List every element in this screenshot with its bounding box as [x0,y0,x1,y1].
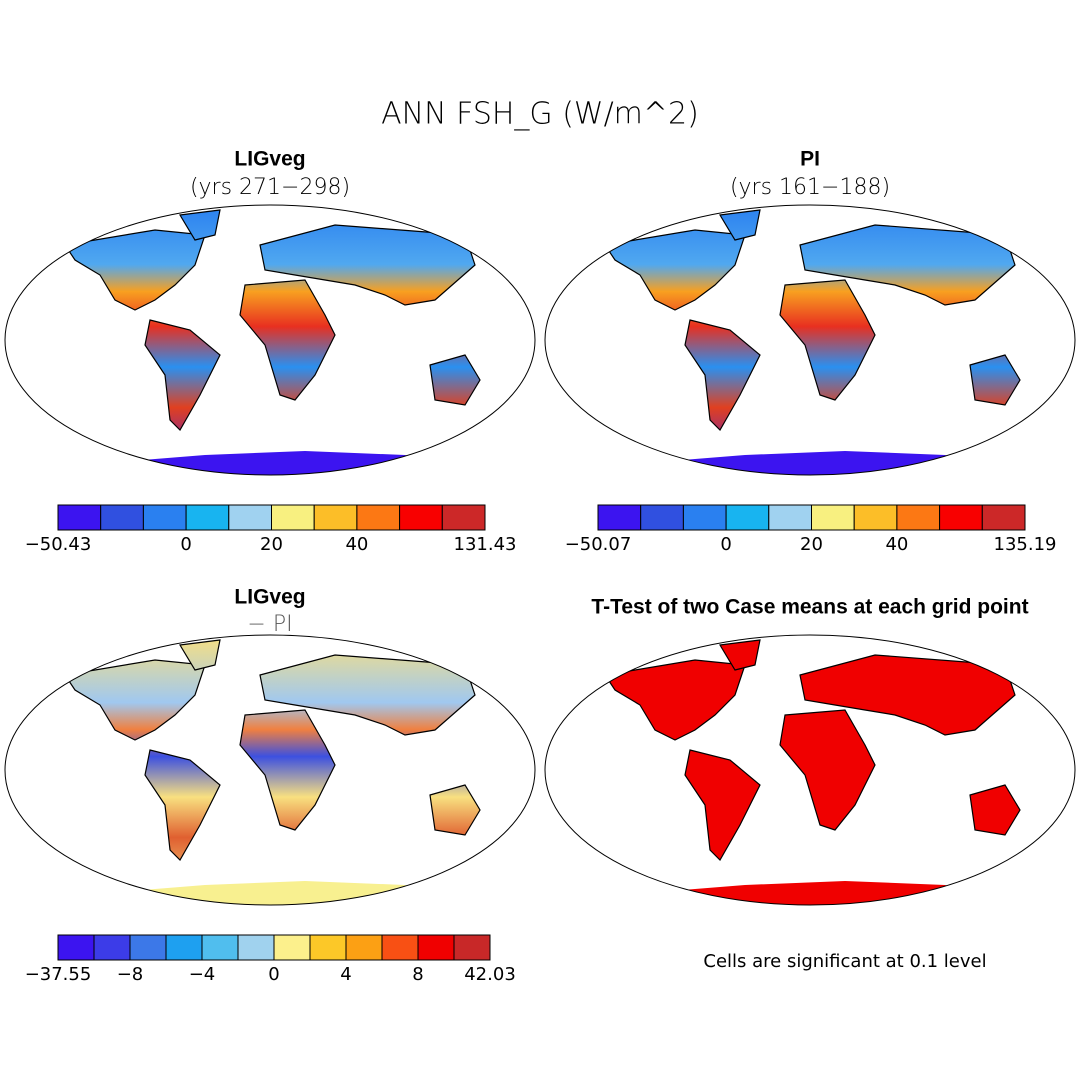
colorbar-label: 42.03 [464,964,516,985]
colorbar-box [142,504,187,531]
panel-subtitle: − PI [247,612,292,637]
panel-subtitle: (yrs 161−188) [730,175,890,200]
colorbar-label: 131.43 [454,534,517,555]
colorbar-box [811,504,855,531]
colorbar-label: −37.55 [25,964,92,985]
colorbar-box [381,934,419,961]
colorbar-label: 20 [260,534,283,555]
colorbar-box [273,934,311,961]
colorbar-label: 8 [412,964,423,985]
colorbar-box [185,504,230,531]
colorbar-box [441,504,486,531]
colorbar-box [57,504,102,531]
colorbar-box [165,934,203,961]
panel-title: LIGveg [234,148,305,171]
colorbar-box [399,504,443,531]
colorbar-box [939,504,983,531]
panel-title: LIGveg [234,586,305,609]
colorbar-box [682,504,727,531]
colorbar-label: 40 [885,534,908,555]
colorbar-box [57,934,95,961]
colorbar-box [356,504,401,531]
colorbar-label: 135.19 [994,534,1057,555]
map [4,634,536,906]
colorbar-label: 0 [268,964,279,985]
panel-title: PI [800,148,820,171]
colorbar-box [853,504,898,531]
colorbar-box [640,504,684,531]
colorbar-label: 4 [340,964,351,985]
colorbar-box [896,504,941,531]
map [4,204,536,476]
colorbar-label: −8 [117,964,144,985]
map [544,204,1076,476]
colorbar-box [597,504,642,531]
colorbar-box [981,504,1026,531]
map [544,634,1076,906]
colorbar-label: −4 [189,964,216,985]
colorbar-box [93,934,131,961]
colorbar-label: 0 [720,534,731,555]
colorbar-box [417,934,455,961]
colorbar-label: 0 [180,534,191,555]
panel-title: T-Test of two Case means at each grid po… [591,596,1028,619]
colorbar-label: −50.07 [565,534,632,555]
colorbar-box [271,504,315,531]
colorbar-box [129,934,167,961]
colorbar-label: 40 [345,534,368,555]
note: Cells are significant at 0.1 level [703,951,986,972]
figure-title: ANN FSH_G (W/m^2) [381,97,699,132]
colorbar-label: 20 [800,534,823,555]
colorbar-label: −50.43 [25,534,92,555]
colorbar-box [309,934,347,961]
colorbar-box [201,934,239,961]
colorbar-box [313,504,358,531]
colorbar-box [345,934,383,961]
colorbar-box [228,504,273,531]
colorbar-box [100,504,144,531]
panel-subtitle: (yrs 271−298) [190,175,350,200]
colorbar-box [768,504,812,531]
colorbar-box [453,934,491,961]
colorbar-box [237,934,275,961]
colorbar-box [725,504,770,531]
